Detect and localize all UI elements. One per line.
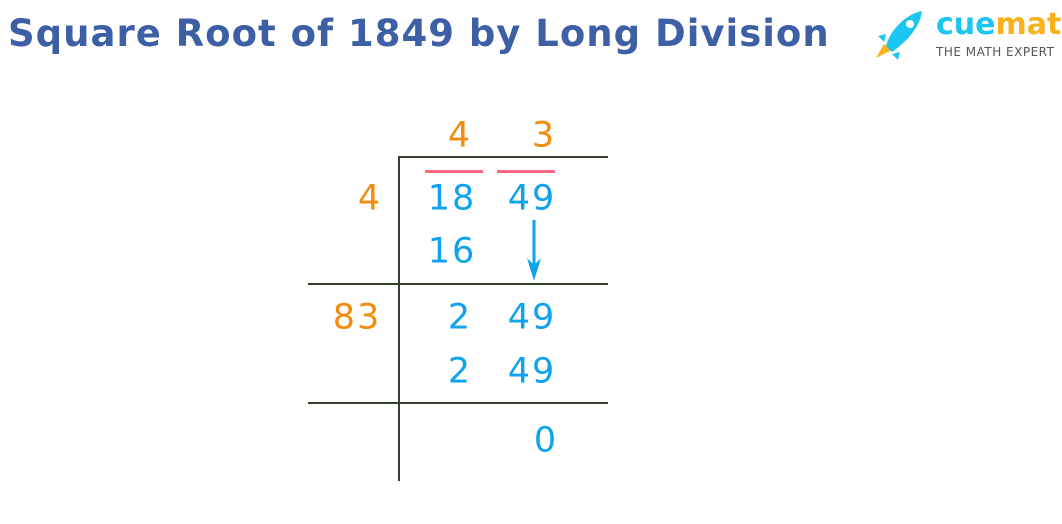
step1-subtract: 16 <box>427 231 477 272</box>
quotient-digit: 3 <box>531 115 557 156</box>
brand-cue: cue <box>936 7 996 42</box>
bring-down-arrow-icon <box>527 220 541 281</box>
divisor-2: 83 <box>332 297 382 338</box>
step2-subtract: 49 <box>507 351 557 392</box>
dividend-pair: 18 <box>427 178 477 219</box>
step2-remainder: 49 <box>507 297 557 338</box>
brand-name: cuemath <box>936 10 1062 40</box>
quotient-digit: 4 <box>447 115 473 156</box>
top-bar <box>398 156 608 158</box>
rocket-icon <box>876 11 922 60</box>
pair-bar-2 <box>497 170 555 173</box>
step2-remainder: 2 <box>447 297 473 338</box>
step2-subtract: 2 <box>447 351 473 392</box>
divisor-1: 4 <box>357 178 383 219</box>
dividend-pair: 49 <box>507 178 557 219</box>
cuemath-logo: cuemath THE MATH EXPERT <box>872 8 1062 63</box>
page-title: Square Root of 1849 by Long Division <box>8 12 830 55</box>
brand-tagline: THE MATH EXPERT <box>936 45 1055 59</box>
step1-line <box>308 283 608 285</box>
vertical-divider <box>398 157 400 481</box>
brand-math: math <box>995 7 1062 42</box>
step2-line <box>308 402 608 404</box>
pair-bar-1 <box>425 170 483 173</box>
final-remainder: 0 <box>533 420 559 461</box>
